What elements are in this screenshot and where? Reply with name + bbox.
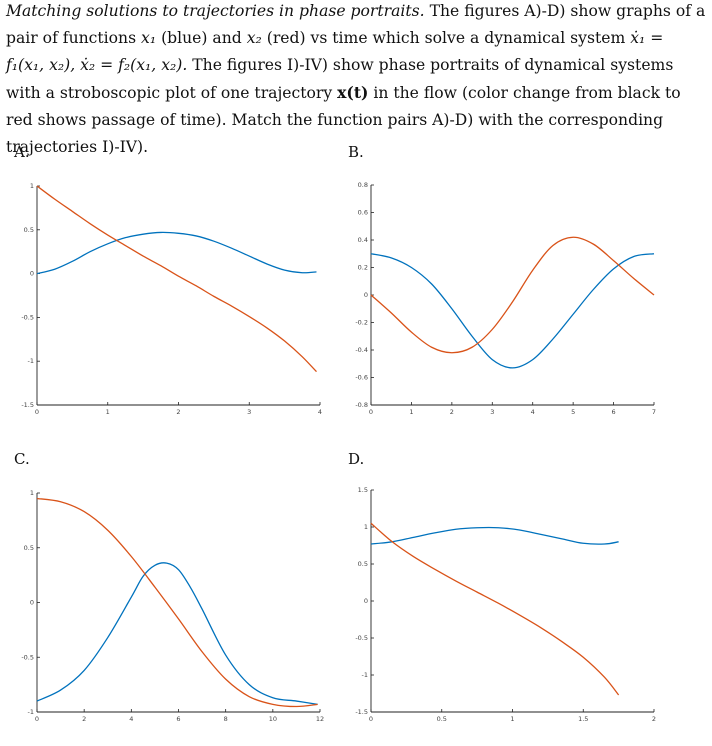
- intro-sentence-2: The figures I)-IV) show phase portraits …: [6, 56, 674, 102]
- y-tick-label-b: 0.2: [358, 264, 368, 272]
- x-tick-label-c: 2: [82, 715, 86, 723]
- x-tick-label-d: 0: [369, 715, 373, 723]
- y-tick-label-a: 1: [30, 182, 34, 190]
- y-tick-label-d: 0.5: [358, 560, 368, 568]
- x-tick-label-b: 1: [409, 408, 413, 416]
- chart-panel-b: 0.80.60.40.20-0.2-0.4-0.6-0.80 1 2 3 4 5 6 7: [355, 181, 656, 416]
- y-tick-label-d: 1: [364, 523, 368, 531]
- y-tick-label-b: -0.4: [355, 346, 368, 354]
- y-tick-label-b: 0.8: [358, 181, 368, 189]
- y-tick-label-b: 0: [364, 291, 368, 299]
- y-tick-label-b: 0.4: [358, 236, 368, 244]
- x2-curve-c: [36, 497, 318, 708]
- system-equations: ẋ₁ = f₁(x₁, x₂), ẋ₂ = f₂(x₁, x₂).: [6, 29, 664, 74]
- var-x2: x₂: [246, 29, 262, 47]
- x2-curve-a: [36, 185, 317, 373]
- y-tick-label-c: -0.5: [21, 653, 34, 661]
- x-tick-label-c: 10: [269, 715, 277, 723]
- x-tick-label-b: 5: [571, 408, 575, 416]
- x-tick-label-b: 0: [369, 408, 373, 416]
- problem-title: Matching solutions to trajectories in ph…: [6, 2, 425, 20]
- x-tick-label-a: 0: [35, 408, 39, 416]
- chart-panel-c: 10.50-0.5-10 2 4 6 8 10 12: [21, 489, 324, 723]
- x-tick-label-a: 2: [176, 408, 180, 416]
- trajectory-symbol: x(t): [337, 83, 369, 102]
- x-tick-label-d: 1.5: [578, 715, 588, 723]
- x-tick-label-a: 4: [318, 408, 322, 416]
- x-tick-label-b: 6: [612, 408, 616, 416]
- x1-curve-a: [36, 231, 317, 275]
- chart-panel-a: 10.50-0.5-1-1.50 1 2 3 4: [21, 182, 322, 416]
- x1-curve-d: [370, 526, 619, 545]
- var-x1: x₁: [141, 29, 157, 47]
- x2-curve-d: [370, 522, 620, 696]
- x-tick-label-d: 2: [652, 715, 656, 723]
- y-tick-label-b: -0.2: [355, 319, 368, 327]
- panel-c-label: C.: [14, 450, 30, 468]
- x-tick-label-c: 6: [176, 715, 180, 723]
- y-tick-label-a: -1: [28, 357, 34, 365]
- y-tick-label-c: 1: [30, 489, 34, 497]
- y-tick-label-a: -1.5: [21, 401, 34, 409]
- y-tick-label-c: 0: [30, 599, 34, 607]
- x-tick-label-a: 3: [247, 408, 251, 416]
- x-tick-label-c: 4: [129, 715, 133, 723]
- x-tick-label-b: 2: [450, 408, 454, 416]
- intro-sentence-1: The figures A)-D) show graphs of a pair …: [6, 2, 706, 47]
- y-tick-label-d: 0: [364, 597, 368, 605]
- x-tick-label-b: 3: [490, 408, 494, 416]
- y-tick-label-a: -0.5: [21, 313, 34, 321]
- red-label: (red) vs time which solve a dynamical sy…: [266, 29, 626, 47]
- x-tick-label-c: 12: [316, 715, 324, 723]
- blue-label: (blue) and: [161, 29, 242, 47]
- y-tick-label-d: -1.5: [355, 708, 368, 716]
- x-tick-label-b: 4: [531, 408, 535, 416]
- y-tick-label-b: -0.8: [355, 401, 368, 409]
- x2-curve-b: [370, 236, 655, 354]
- problem-statement: Matching solutions to trajectories in ph…: [6, 0, 706, 161]
- y-tick-label-d: 1.5: [358, 486, 368, 494]
- x-tick-label-b: 7: [652, 408, 656, 416]
- x-tick-label-a: 1: [106, 408, 110, 416]
- y-tick-label-d: -1: [362, 671, 368, 679]
- y-tick-label-c: -1: [28, 708, 34, 716]
- x1-curve-c: [36, 562, 318, 705]
- chart-panel-d: 1.510.50-0.5-1-1.50 0.5 1 1.5 2: [355, 486, 656, 723]
- y-tick-label-a: 0: [30, 270, 34, 278]
- x-tick-label-d: 0.5: [437, 715, 447, 723]
- panel-d-label: D.: [348, 450, 365, 468]
- y-tick-label-a: 0.5: [24, 226, 34, 234]
- y-tick-label-c: 0.5: [24, 544, 34, 552]
- panel-b-label: B.: [348, 143, 364, 161]
- x1-curve-b: [370, 253, 655, 369]
- panel-a-label: A.: [14, 143, 30, 161]
- intro-sentence-3: in the flow (color change from black to …: [6, 84, 681, 156]
- y-tick-label-d: -0.5: [355, 634, 368, 642]
- y-tick-label-b: 0.6: [358, 209, 368, 217]
- x-tick-label-c: 8: [224, 715, 228, 723]
- y-tick-label-b: -0.6: [355, 374, 368, 382]
- x-tick-label-c: 0: [35, 715, 39, 723]
- x-tick-label-d: 1: [510, 715, 514, 723]
